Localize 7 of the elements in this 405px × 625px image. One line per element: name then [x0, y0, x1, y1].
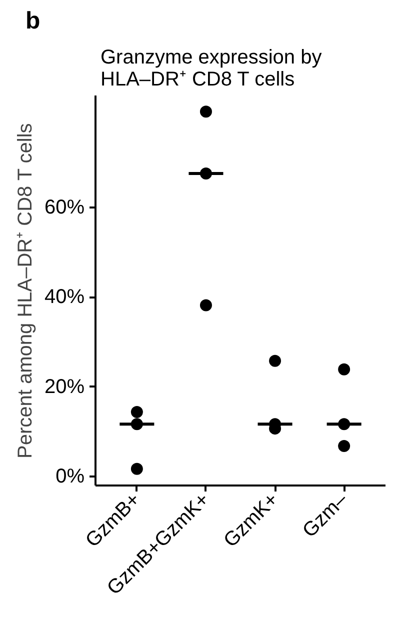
chart-title: Granzyme expression by HLA–DR⁺ CD8 T cells [100, 46, 322, 90]
y-axis-title: Percent among HLA–DR⁺ CD8 T cells [14, 123, 36, 459]
y-tick-label: 40% [44, 286, 85, 308]
text: b [26, 8, 40, 34]
y-tick-label: 20% [44, 376, 85, 398]
y-tick-label: 0% [56, 466, 85, 488]
y-tick-label: 60% [44, 196, 85, 219]
